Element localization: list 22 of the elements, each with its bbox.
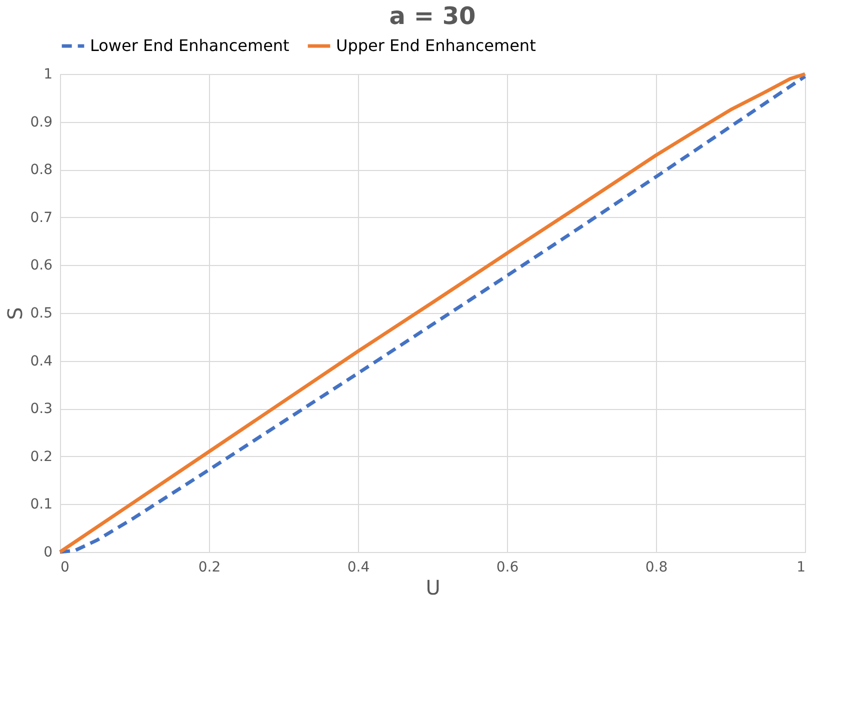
- legend-label: Upper End Enhancement: [336, 36, 536, 55]
- y-tick-label: 0.2: [30, 448, 52, 465]
- x-axis-title: U: [426, 576, 440, 600]
- x-tick-label: 0.2: [198, 560, 221, 576]
- y-tick-label: 0.1: [30, 496, 52, 513]
- y-axis-title: S: [3, 307, 28, 320]
- chart-title: a = 30: [389, 2, 476, 30]
- y-tick-label: 0.6: [30, 258, 53, 274]
- y-tick-label: 0.9: [30, 114, 52, 130]
- x-tick-label: 0.6: [496, 560, 519, 576]
- y-tick-label: 0: [44, 544, 52, 560]
- x-tick-label: 0.4: [347, 560, 370, 576]
- y-tick-label: 0.8: [30, 162, 52, 178]
- x-tick-label: 0: [60, 560, 70, 576]
- y-tick-label: 0.5: [30, 306, 52, 322]
- y-tick-label: 1: [44, 66, 52, 82]
- y-tick-label: 0.4: [30, 353, 53, 370]
- y-tick-label: 0.7: [30, 210, 52, 226]
- legend-label: Lower End Enhancement: [90, 36, 290, 55]
- x-tick-label: 0.8: [645, 560, 668, 576]
- y-tick-label: 0.3: [30, 401, 52, 418]
- x-tick-label: 1: [796, 560, 806, 576]
